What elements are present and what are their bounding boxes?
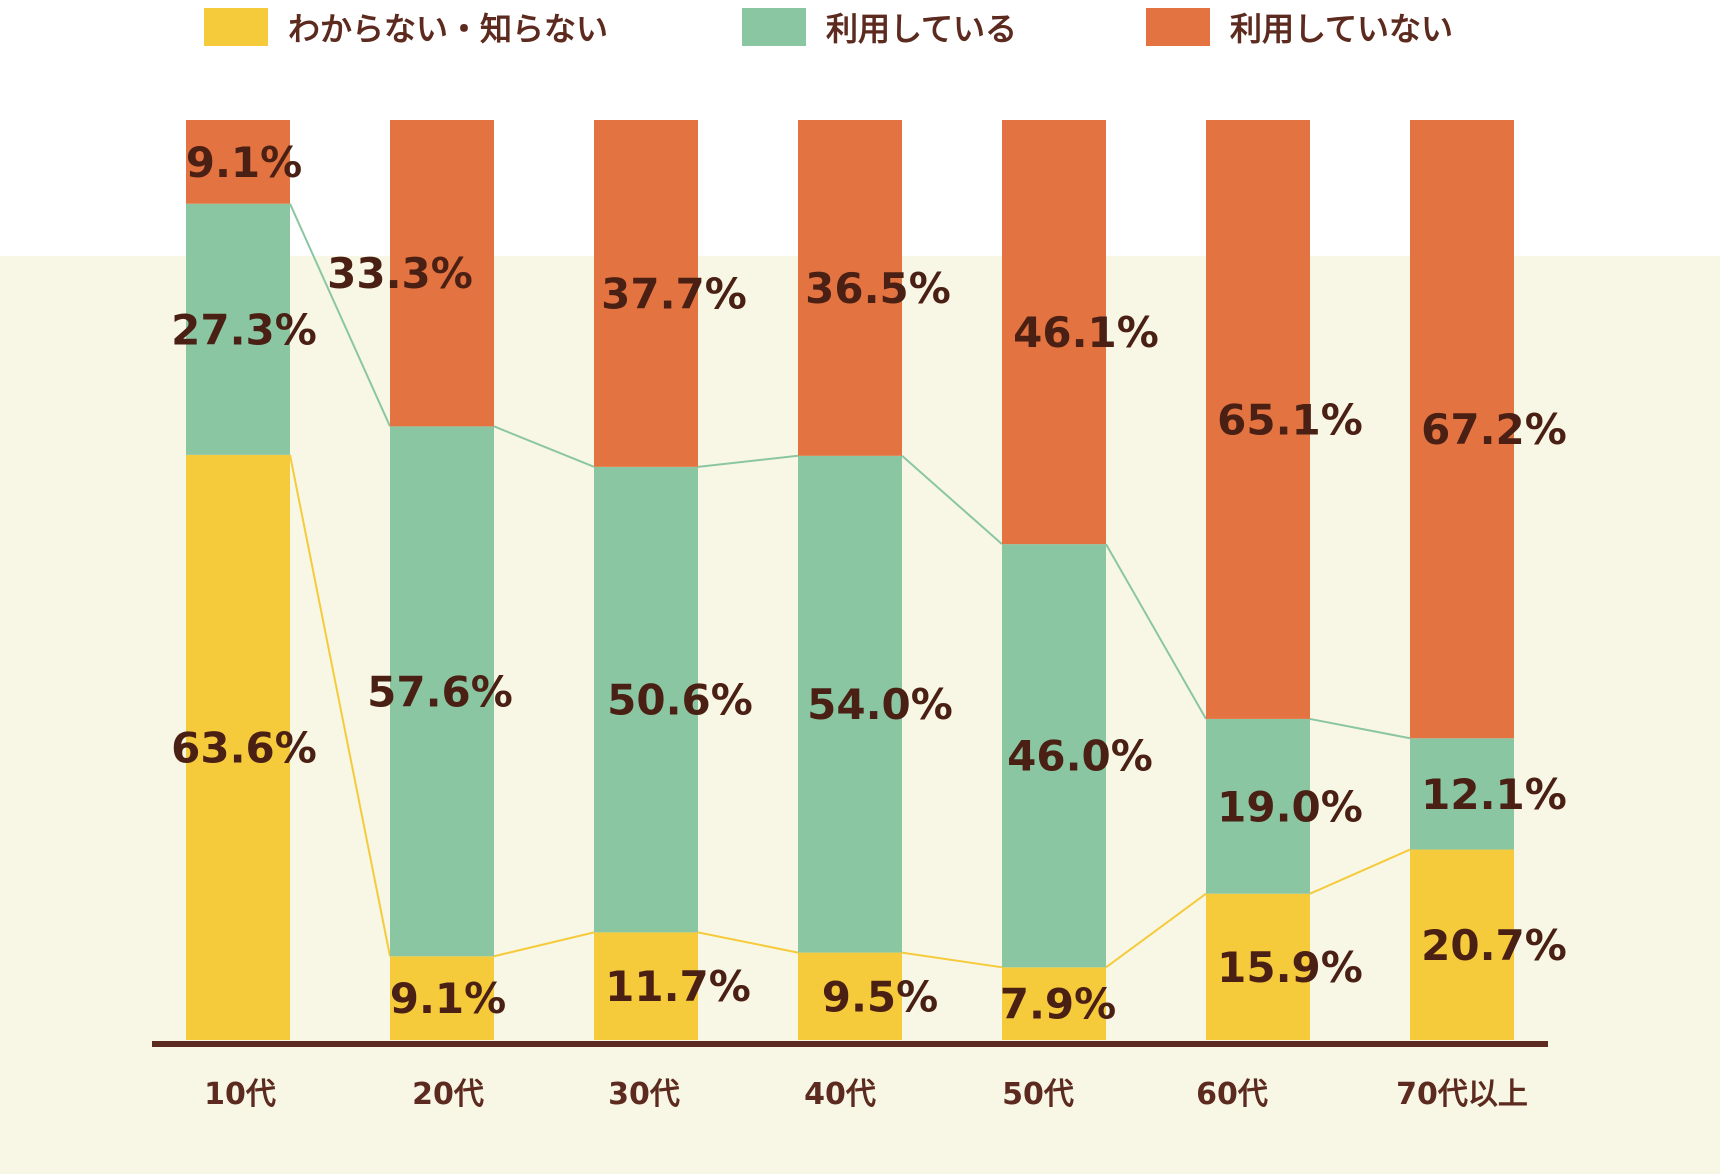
- bar-value-label: 19.0%: [1217, 782, 1363, 831]
- connector-lines: [289, 203, 1411, 969]
- bar-segment: [1410, 738, 1514, 850]
- category-label: 50代: [1002, 1077, 1074, 1112]
- bar-segment: [1410, 120, 1514, 739]
- bar-segment: [594, 466, 698, 933]
- bar-segment: [186, 203, 290, 455]
- category-label: 10代: [204, 1077, 276, 1112]
- connector-line: [289, 454, 391, 957]
- bars: [186, 120, 1514, 1040]
- bar-value-label: 54.0%: [807, 680, 953, 729]
- bar-segment: [1206, 718, 1310, 894]
- bar-value-label: 9.5%: [822, 972, 938, 1021]
- bar-segment: [1002, 967, 1106, 1040]
- connector-line: [1105, 892, 1207, 969]
- bar-value-labels: 63.6% 27.3% 9.1% 9.1% 57.6% 33.3% 11.7% 50.6% 37…: [171, 138, 1567, 1029]
- legend-swatch: [1146, 8, 1210, 46]
- bar-value-label: 33.3%: [327, 249, 473, 298]
- connector-line: [289, 203, 391, 427]
- bar-value-label: 9.1%: [390, 974, 506, 1023]
- legend-label: 利用していない: [1230, 10, 1453, 48]
- legend: わからない・知らない 利用している 利用していない: [204, 8, 1453, 48]
- bar-segment: [390, 956, 494, 1040]
- bar-segment: [186, 120, 290, 204]
- category-labels: 10代 20代 30代 40代 50代 60代 70代以上: [204, 1077, 1528, 1112]
- bar-value-label: 65.1%: [1217, 395, 1363, 444]
- category-label: 70代以上: [1396, 1077, 1528, 1112]
- bar-value-label: 12.1%: [1421, 770, 1567, 819]
- connector-line: [697, 454, 799, 468]
- bar-value-label: 67.2%: [1421, 405, 1567, 454]
- connector-line: [493, 931, 595, 958]
- bar-value-label: 63.6%: [171, 723, 317, 772]
- legend-label: わからない・知らない: [288, 10, 608, 48]
- bar-value-label: 9.1%: [186, 138, 302, 187]
- category-label: 60代: [1196, 1077, 1268, 1112]
- bar-segment: [1002, 544, 1106, 968]
- category-label: 40代: [804, 1077, 876, 1112]
- bar-value-label: 50.6%: [607, 676, 753, 725]
- legend-label: 利用している: [826, 10, 1017, 48]
- bar-value-label: 15.9%: [1217, 943, 1363, 992]
- bar-value-label: 11.7%: [605, 962, 751, 1011]
- legend-swatch: [204, 8, 268, 46]
- bar-segment: [1410, 849, 1514, 1040]
- bar-segment: [390, 120, 494, 427]
- connector-line: [1309, 717, 1411, 740]
- bar-segment: [390, 426, 494, 957]
- bar-segment: [1206, 893, 1310, 1040]
- bar-segment: [594, 120, 698, 467]
- bar-value-label: 37.7%: [601, 269, 747, 318]
- bar-segment: [594, 932, 698, 1040]
- connector-line: [1309, 848, 1411, 895]
- bar-value-label: 46.1%: [1013, 308, 1159, 357]
- connector-line: [697, 931, 799, 954]
- category-label: 20代: [412, 1077, 484, 1112]
- bar-segment: [1002, 120, 1106, 545]
- connector-line: [493, 425, 595, 468]
- bar-segment: [798, 455, 902, 953]
- bar-segment: [1206, 120, 1310, 719]
- connector-line: [901, 455, 1003, 545]
- bar-segment: [798, 120, 902, 456]
- bar-value-label: 20.7%: [1421, 921, 1567, 970]
- bar-value-label: 27.3%: [171, 305, 317, 354]
- bar-value-label: 57.6%: [367, 667, 513, 716]
- bar-segment: [798, 952, 902, 1040]
- legend-swatch: [742, 8, 806, 46]
- connector-line: [901, 951, 1003, 969]
- bar-segment: [186, 454, 290, 1040]
- bar-value-label: 36.5%: [805, 264, 951, 313]
- bar-value-label: 46.0%: [1007, 732, 1153, 781]
- connector-line: [1105, 543, 1207, 720]
- category-label: 30代: [608, 1077, 680, 1112]
- bar-value-label: 7.9%: [1000, 980, 1116, 1029]
